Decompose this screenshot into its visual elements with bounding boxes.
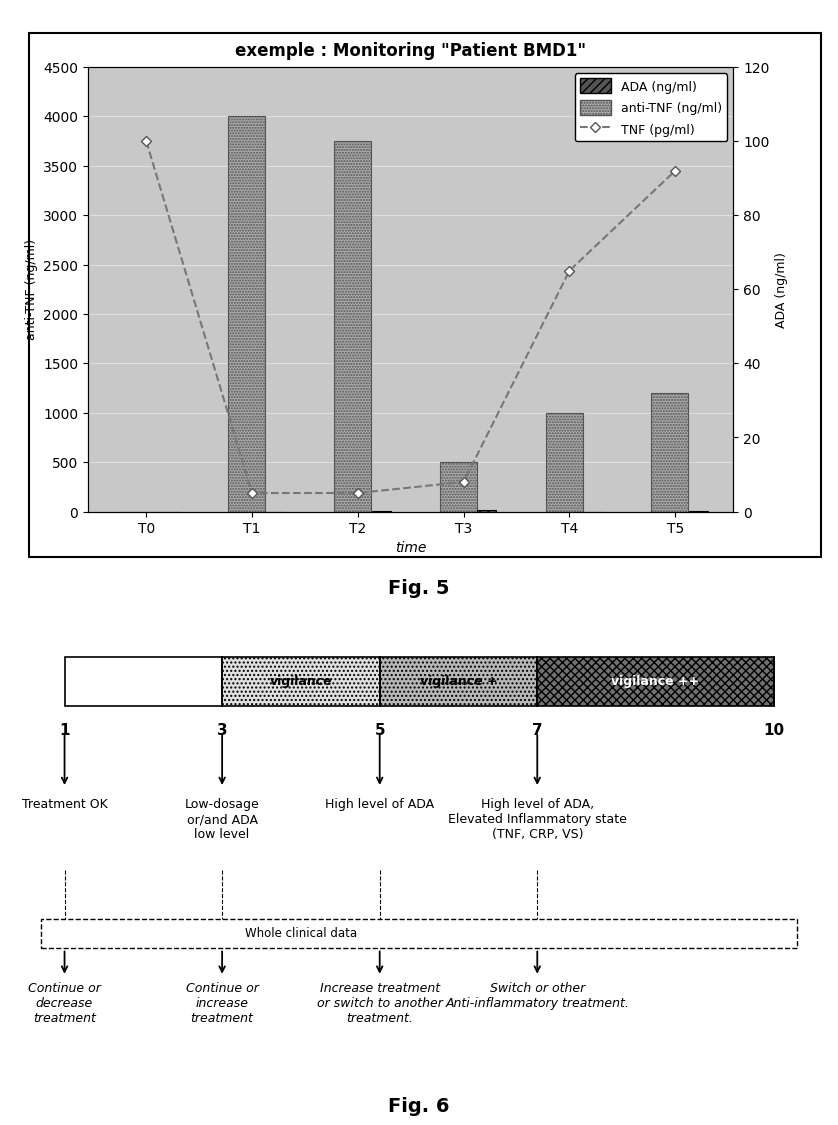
Text: Treatment OK: Treatment OK bbox=[22, 798, 107, 811]
TNF (pg/ml) bbox=[141, 135, 151, 148]
Text: 5: 5 bbox=[375, 722, 385, 738]
Bar bbox=[651, 394, 688, 512]
TNF (pg/ml) bbox=[247, 487, 257, 501]
Text: 3: 3 bbox=[217, 722, 227, 738]
Text: vigilance +: vigilance + bbox=[420, 675, 497, 688]
X-axis label: time: time bbox=[395, 541, 427, 555]
Bar bbox=[222, 657, 380, 705]
Line: TNF (pg/ml): TNF (pg/ml) bbox=[142, 138, 679, 497]
Bar bbox=[380, 657, 537, 705]
Bar bbox=[537, 657, 773, 705]
Bar bbox=[440, 462, 477, 512]
Text: 10: 10 bbox=[763, 722, 784, 738]
Text: High level of ADA,
Elevated Inflammatory state
(TNF, CRP, VS): High level of ADA, Elevated Inflammatory… bbox=[447, 798, 627, 840]
Text: vigilance ++: vigilance ++ bbox=[611, 675, 700, 688]
Bar bbox=[478, 511, 496, 512]
Text: Switch or other
Anti-inflammatory treatment.: Switch or other Anti-inflammatory treatm… bbox=[445, 981, 629, 1009]
Text: vigilance: vigilance bbox=[270, 675, 332, 688]
Text: Fig. 5: Fig. 5 bbox=[388, 578, 450, 597]
Text: Fig. 6: Fig. 6 bbox=[388, 1097, 450, 1116]
Bar bbox=[546, 413, 582, 512]
Text: Low-dosage
or/and ADA
low level: Low-dosage or/and ADA low level bbox=[184, 798, 260, 840]
Y-axis label: anti-TNF (ng/ml): anti-TNF (ng/ml) bbox=[24, 240, 38, 340]
Text: Continue or
increase
treatment: Continue or increase treatment bbox=[186, 981, 258, 1025]
Text: Increase treatment
or switch to another
treatment.: Increase treatment or switch to another … bbox=[317, 981, 442, 1025]
Y-axis label: ADA (ng/ml): ADA (ng/ml) bbox=[775, 252, 788, 327]
Bar bbox=[334, 142, 371, 512]
TNF (pg/ml) bbox=[564, 264, 574, 278]
TNF (pg/ml) bbox=[670, 164, 680, 178]
Text: Continue or
decrease
treatment: Continue or decrease treatment bbox=[28, 981, 101, 1025]
Legend: ADA (ng/ml), anti-TNF (ng/ml), TNF (pg/ml): ADA (ng/ml), anti-TNF (ng/ml), TNF (pg/m… bbox=[575, 74, 727, 142]
Text: 1: 1 bbox=[59, 722, 70, 738]
Bar bbox=[228, 117, 265, 512]
Bar bbox=[41, 919, 797, 947]
Text: 7: 7 bbox=[532, 722, 542, 738]
Text: Whole clinical data: Whole clinical data bbox=[245, 927, 357, 939]
TNF (pg/ml) bbox=[458, 476, 468, 489]
Text: High level of ADA: High level of ADA bbox=[325, 798, 434, 811]
Title: exemple : Monitoring "Patient BMD1": exemple : Monitoring "Patient BMD1" bbox=[235, 43, 586, 61]
Bar bbox=[65, 657, 222, 705]
TNF (pg/ml) bbox=[353, 487, 363, 501]
